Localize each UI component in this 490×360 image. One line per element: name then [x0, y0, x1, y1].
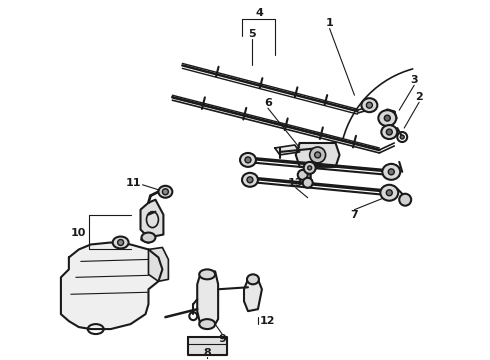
Ellipse shape — [304, 162, 316, 174]
Text: 11: 11 — [126, 178, 141, 188]
Text: 2: 2 — [415, 92, 423, 102]
Ellipse shape — [303, 178, 313, 188]
Ellipse shape — [382, 164, 400, 180]
Polygon shape — [188, 337, 227, 355]
Polygon shape — [141, 200, 163, 238]
Text: 12: 12 — [260, 316, 276, 326]
Text: 10: 10 — [71, 228, 87, 238]
Polygon shape — [61, 243, 162, 329]
Ellipse shape — [367, 102, 372, 108]
Ellipse shape — [199, 319, 215, 329]
Text: 3: 3 — [410, 75, 418, 85]
Ellipse shape — [388, 169, 394, 175]
Ellipse shape — [247, 274, 259, 284]
Ellipse shape — [118, 239, 123, 246]
Ellipse shape — [310, 147, 325, 163]
Text: 13: 13 — [288, 178, 303, 188]
Text: 8: 8 — [203, 348, 211, 358]
Ellipse shape — [386, 129, 392, 135]
Polygon shape — [275, 145, 300, 155]
Polygon shape — [244, 279, 262, 311]
Ellipse shape — [113, 237, 128, 248]
Ellipse shape — [362, 98, 377, 112]
Text: 4: 4 — [256, 8, 264, 18]
Ellipse shape — [386, 190, 392, 196]
Ellipse shape — [384, 115, 390, 121]
Ellipse shape — [245, 157, 251, 163]
Ellipse shape — [247, 177, 253, 183]
Ellipse shape — [308, 166, 312, 170]
Polygon shape — [148, 247, 169, 281]
Text: 7: 7 — [350, 210, 358, 220]
Ellipse shape — [199, 269, 215, 279]
Polygon shape — [296, 143, 340, 167]
Ellipse shape — [162, 189, 169, 195]
Text: 5: 5 — [248, 28, 256, 39]
Text: 9: 9 — [218, 334, 226, 344]
Polygon shape — [197, 271, 218, 324]
Ellipse shape — [242, 173, 258, 187]
Ellipse shape — [158, 186, 172, 198]
Ellipse shape — [380, 185, 398, 201]
Ellipse shape — [142, 233, 155, 243]
Ellipse shape — [400, 135, 404, 139]
Text: 6: 6 — [264, 98, 272, 108]
Ellipse shape — [381, 125, 397, 139]
Ellipse shape — [298, 170, 308, 180]
Ellipse shape — [378, 110, 396, 126]
Ellipse shape — [315, 152, 320, 158]
Ellipse shape — [240, 153, 256, 167]
Ellipse shape — [399, 194, 411, 206]
Text: 1: 1 — [326, 18, 334, 28]
